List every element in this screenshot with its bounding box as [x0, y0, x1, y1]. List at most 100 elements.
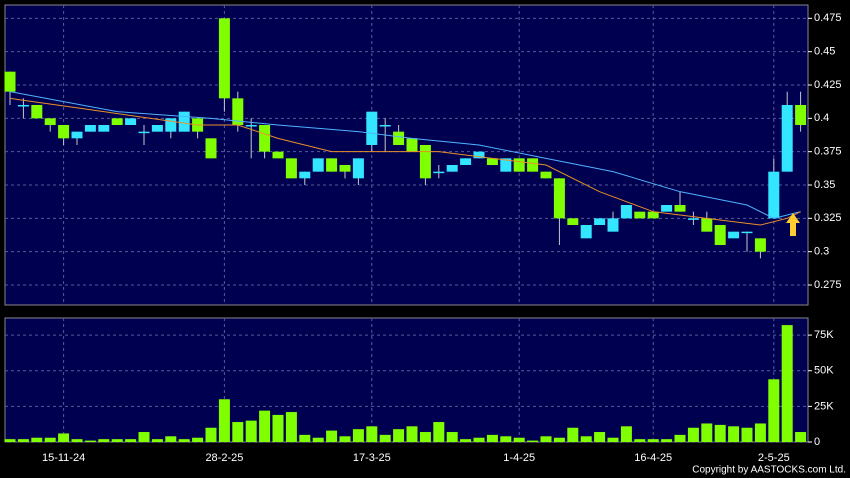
candle-body	[741, 231, 753, 234]
candle-body	[527, 158, 539, 172]
volume-bar	[98, 439, 110, 442]
candle-body	[768, 171, 780, 219]
volume-bar	[607, 437, 619, 442]
candle-body	[379, 125, 391, 127]
volume-bar	[741, 427, 753, 442]
volume-bar	[4, 439, 16, 442]
volume-bar	[84, 440, 96, 442]
x-tick-label: 2-5-25	[758, 452, 790, 464]
volume-bar	[44, 437, 56, 442]
candle-body	[500, 158, 512, 172]
y-tick-label: 25K	[814, 400, 834, 412]
candle-body	[674, 205, 686, 212]
candle-body	[406, 138, 418, 152]
volume-bar	[647, 439, 659, 442]
candle-body	[98, 125, 110, 132]
candle-body	[714, 225, 726, 245]
x-tick-label: 1-4-25	[503, 452, 535, 464]
candle-body	[460, 158, 472, 165]
volume-bar	[446, 432, 458, 442]
volume-bar	[259, 410, 271, 442]
candle-body	[795, 105, 807, 125]
volume-bar	[17, 439, 29, 442]
volume-bar	[218, 399, 230, 442]
candle-body	[205, 138, 217, 159]
volume-bar	[781, 325, 793, 442]
candle-body	[299, 171, 311, 179]
volume-bar	[285, 412, 297, 442]
volume-bar	[594, 432, 606, 442]
volume-bar	[165, 436, 177, 442]
candle-body	[111, 118, 123, 125]
y-tick-label: 0.425	[814, 79, 842, 91]
volume-bar	[205, 427, 217, 442]
candle-body	[393, 131, 405, 145]
candle-body	[352, 158, 364, 179]
volume-bar	[701, 423, 713, 442]
candle-body	[634, 211, 646, 219]
y-tick-label: 0.4	[814, 112, 829, 124]
moving-average	[9, 91, 801, 219]
copyright: Copyright by AASTOCKS.com Ltd.	[692, 465, 846, 476]
candle-body	[165, 118, 177, 132]
y-tick-label: 0.35	[814, 179, 835, 191]
volume-bar	[754, 423, 766, 442]
volume-bar	[473, 437, 485, 442]
candle-body	[540, 171, 552, 179]
volume-bar	[486, 434, 498, 442]
y-tick-label: 0.325	[814, 212, 842, 224]
volume-bar	[500, 436, 512, 442]
y-tick-label: 0.275	[814, 279, 842, 291]
y-tick-label: 0.475	[814, 12, 842, 24]
candle-body	[433, 171, 445, 174]
x-tick-label: 28-2-25	[205, 452, 243, 464]
volume-bar	[728, 426, 740, 442]
candle-body	[125, 118, 137, 125]
y-tick-label: 0.375	[814, 146, 842, 158]
y-tick-label: 0.45	[814, 46, 835, 58]
candle-body	[446, 165, 458, 172]
moving-average	[9, 97, 801, 226]
candle-body	[339, 165, 351, 172]
volume-bar	[272, 414, 284, 442]
candle-body	[44, 118, 56, 125]
volume-bar	[379, 434, 391, 442]
volume-bar	[620, 426, 632, 442]
candle-body	[138, 131, 150, 134]
candle-body	[4, 71, 16, 92]
volume-bar	[768, 379, 780, 442]
candle-body	[647, 211, 659, 219]
volume-bar	[406, 426, 418, 442]
volume-bar	[138, 432, 150, 442]
volume-bar	[393, 429, 405, 442]
volume-bar	[540, 436, 552, 442]
candle-body	[178, 111, 190, 132]
volume-bar	[299, 434, 311, 442]
candle-body	[473, 151, 485, 159]
y-tick-label: 50K	[814, 365, 834, 377]
candle-body	[71, 131, 83, 139]
volume-bar	[661, 439, 673, 442]
candle-body	[486, 158, 498, 165]
candle-body	[594, 218, 606, 225]
volume-bar	[513, 437, 525, 442]
volume-bar	[125, 439, 137, 442]
volume-bar	[245, 420, 257, 442]
candle-body	[31, 105, 43, 119]
volume-bar	[339, 436, 351, 442]
candle-body	[84, 125, 96, 132]
volume-bar	[634, 439, 646, 442]
volume-bar	[714, 424, 726, 442]
candle-body	[259, 125, 271, 152]
candle-body	[58, 125, 70, 139]
volume-bar	[553, 437, 565, 442]
volume-bar	[312, 437, 324, 442]
volume-bar	[71, 439, 83, 442]
candle-body	[781, 105, 793, 172]
y-tick-label: 75K	[814, 329, 834, 341]
x-tick-label: 15-11-24	[42, 452, 85, 464]
volume-bar	[232, 422, 244, 442]
volume-bar	[674, 434, 686, 442]
x-tick-label: 17-3-25	[353, 452, 391, 464]
volume-bar	[178, 439, 190, 442]
